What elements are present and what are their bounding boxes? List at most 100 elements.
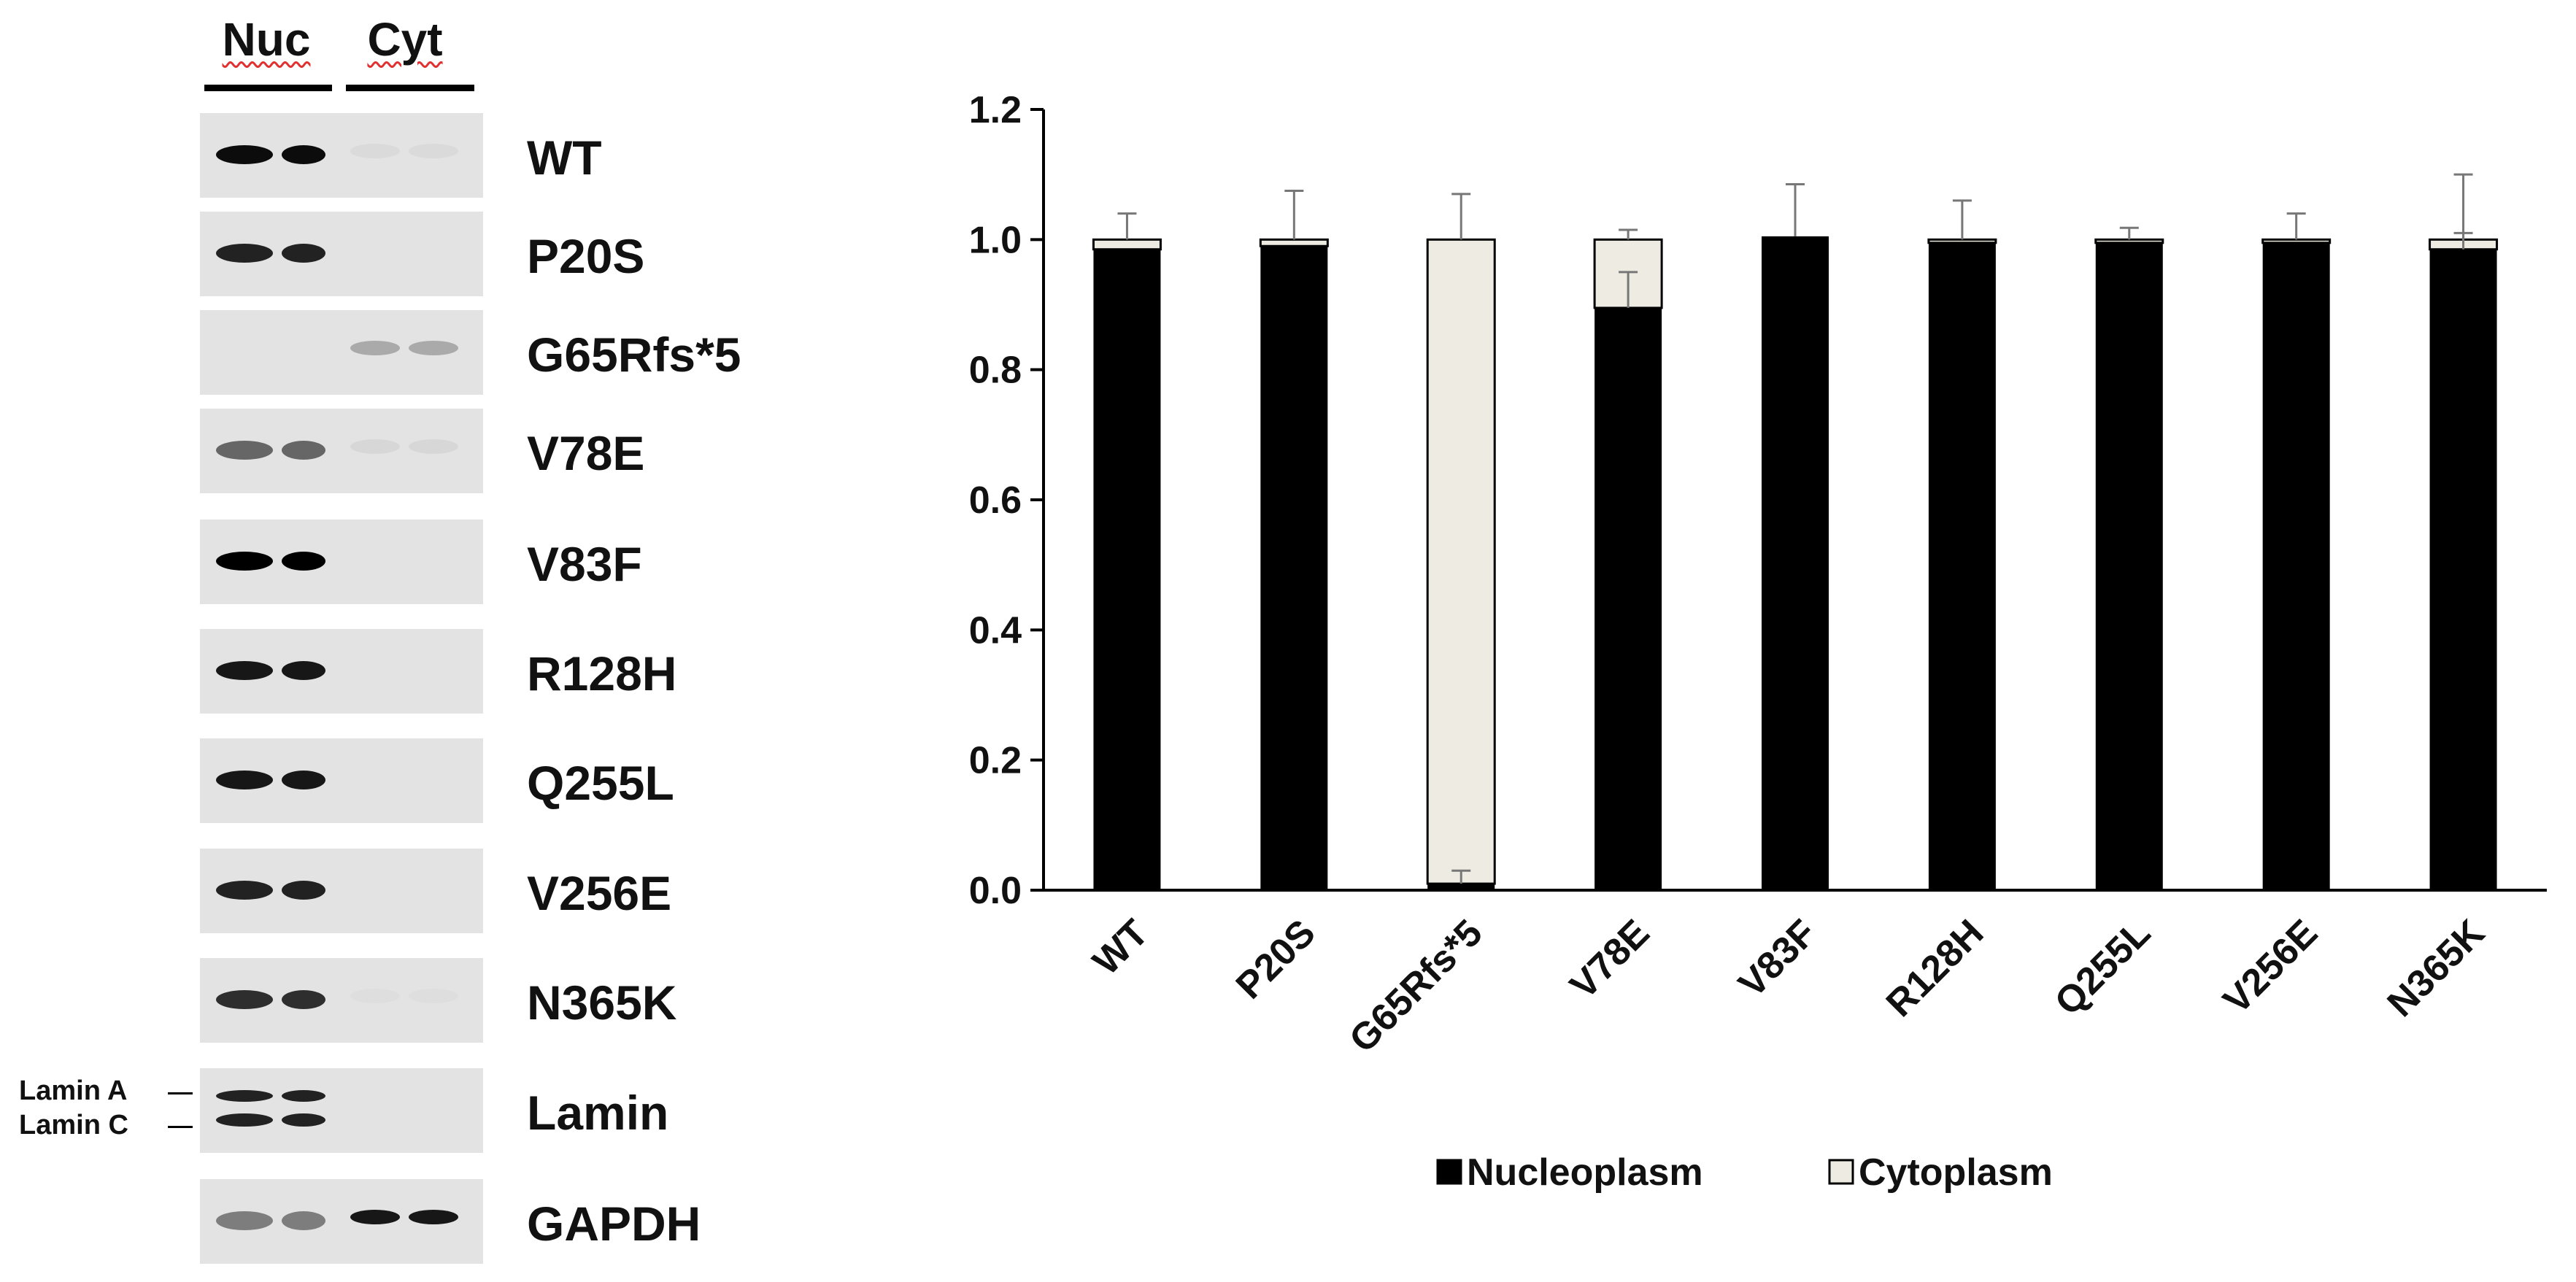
x-tick-label: WT: [1085, 911, 1157, 983]
legend-nucleoplasm-label: Nucleoplasm: [1467, 1151, 1703, 1194]
x-tick-label: P20S: [1228, 911, 1324, 1007]
blot-band: [350, 341, 400, 355]
blot-band: [216, 1113, 273, 1127]
x-tick-label: N365K: [2380, 911, 2494, 1025]
blot-band: [282, 552, 325, 571]
blot-band: [216, 552, 273, 571]
bar-nucleoplasm: [2262, 242, 2330, 891]
western-blot-panel: Nuc Cyt WT P20S G65Rfs*5 V78E V83F R128H Q255L…: [0, 0, 803, 1282]
bar-group: [1259, 189, 1329, 890]
blot-band: [216, 881, 273, 900]
stacked-bar-chart: 0.0 0.2 0.4 0.6 0.8 1.0 1.2 WT P20S G65Rfs*5 V78E…: [969, 89, 2547, 1194]
bar-group: [2261, 212, 2332, 891]
blot-strip: [200, 738, 483, 823]
bar-nucleoplasm: [1260, 246, 1328, 890]
lamin-a-tick: [168, 1092, 193, 1094]
bar-cytoplasm: [1426, 238, 1496, 885]
strip-label: V256E: [527, 866, 672, 920]
blot-strip: [200, 409, 483, 493]
bar-nucleoplasm: [2095, 242, 2163, 891]
blot-strip: [200, 1068, 483, 1153]
bar-cytoplasm: [1259, 238, 1329, 247]
blot-band: [350, 989, 400, 1003]
nuc-header-bar: [204, 85, 332, 91]
blot-strip: [200, 958, 483, 1043]
strip-label: V83F: [527, 537, 642, 591]
bar-nucleoplasm: [2429, 249, 2497, 890]
legend-nucleoplasm-swatch: [1436, 1159, 1462, 1185]
bars: [1092, 173, 2499, 891]
blot-band: [409, 144, 458, 158]
blot-band: [409, 341, 458, 355]
y-tick-label: 1.0: [969, 219, 1022, 261]
strip-label: R128H: [527, 646, 677, 700]
blot-band: [282, 1113, 325, 1127]
y-tick-label: 1.2: [969, 89, 1022, 131]
lamin-c-label: Lamin C: [19, 1110, 128, 1140]
lane-header-cyt: Cyt: [367, 13, 443, 66]
bar-nucleoplasm: [1427, 884, 1495, 890]
blot-strip: [200, 310, 483, 395]
y-tick-label: 0.0: [969, 870, 1022, 912]
bar-nucleoplasm: [1594, 307, 1662, 890]
blot-band: [282, 990, 325, 1009]
blot-band: [282, 881, 325, 900]
blot-band: [216, 145, 273, 164]
blot-band: [350, 439, 400, 454]
strip-label: V78E: [527, 426, 645, 480]
cyt-header-bar: [346, 85, 474, 91]
lamin-a-label: Lamin A: [19, 1076, 128, 1106]
strip-label: GAPDH: [527, 1197, 701, 1251]
legend: Nucleoplasm Cytoplasm: [1436, 1151, 2053, 1194]
blot-band: [409, 989, 458, 1003]
bar-cytoplasm: [1927, 238, 1997, 244]
blot-band: [216, 1211, 273, 1230]
strip-label: Lamin: [527, 1086, 669, 1140]
blot-band: [282, 1211, 325, 1230]
bar-cytoplasm: [1092, 238, 1162, 251]
blot-strip: [200, 849, 483, 933]
x-tick-label: G65Rfs*5: [1341, 911, 1491, 1061]
blot-strip: [200, 1179, 483, 1264]
blot-band: [282, 1090, 325, 1102]
blot-band: [216, 244, 273, 263]
blot-band: [282, 441, 325, 460]
blot-band: [350, 1210, 400, 1224]
blot-band: [350, 144, 400, 158]
y-tick-label: 0.6: [969, 479, 1022, 522]
bar-group: [1762, 183, 1829, 890]
blot-strip: [200, 520, 483, 604]
bar-nucleoplasm: [1762, 236, 1829, 890]
bar-group: [1927, 199, 1997, 891]
x-axis: WT P20S G65Rfs*5 V78E V83F R128H Q255L V256E N36…: [1085, 911, 2494, 1061]
bar-cytoplasm: [2261, 238, 2332, 244]
blot-band: [216, 441, 273, 460]
x-tick-label: V78E: [1562, 911, 1658, 1007]
blot-band: [409, 1210, 458, 1224]
blot-band: [409, 439, 458, 454]
y-tick-label: 0.4: [969, 609, 1022, 652]
lane-header-nuc: Nuc: [222, 13, 311, 66]
bar-nucleoplasm: [1093, 249, 1161, 890]
blot-band: [216, 771, 273, 789]
bar-group: [1593, 228, 1663, 890]
strip-label: G65Rfs*5: [527, 328, 741, 382]
x-tick-label: V83F: [1731, 911, 1825, 1005]
bar-group: [1092, 212, 1162, 890]
legend-cytoplasm-label: Cytoplasm: [1859, 1151, 2053, 1194]
blot-band: [216, 661, 273, 680]
x-tick-label: R128H: [1878, 911, 1991, 1024]
bar-group: [2429, 173, 2499, 890]
legend-cytoplasm-swatch: [1828, 1159, 1854, 1185]
blot-band: [216, 990, 273, 1009]
bar-nucleoplasm: [1928, 242, 1996, 891]
bar-cytoplasm: [2094, 238, 2164, 244]
bar-group: [1426, 193, 1496, 890]
x-tick-label: V256E: [2216, 911, 2326, 1022]
blot-strip: [200, 113, 483, 198]
y-tick-label: 0.8: [969, 350, 1022, 392]
blot-strip: [200, 629, 483, 714]
blot-band: [216, 1090, 273, 1102]
blot-strip: [200, 212, 483, 296]
y-tick-label: 0.2: [969, 740, 1022, 782]
